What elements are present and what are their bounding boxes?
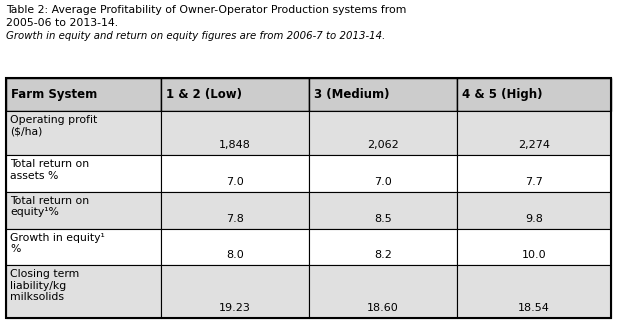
- Bar: [6, 265, 161, 318]
- Bar: [457, 192, 611, 229]
- Text: Farm System: Farm System: [11, 88, 97, 101]
- Text: 7.8: 7.8: [226, 214, 244, 224]
- Text: 8.5: 8.5: [374, 214, 392, 224]
- Bar: [161, 78, 309, 111]
- Text: 2,062: 2,062: [367, 140, 399, 150]
- Bar: [309, 265, 457, 318]
- Text: 1 & 2 (Low): 1 & 2 (Low): [166, 88, 242, 101]
- Bar: [161, 192, 309, 229]
- Text: 18.60: 18.60: [367, 303, 399, 313]
- Text: 3 (Medium): 3 (Medium): [314, 88, 389, 101]
- Bar: [6, 229, 161, 265]
- Text: 18.54: 18.54: [518, 303, 550, 313]
- Text: 7.0: 7.0: [226, 177, 244, 187]
- Bar: [161, 265, 309, 318]
- Bar: [161, 111, 309, 155]
- Bar: [309, 78, 457, 111]
- Bar: [457, 111, 611, 155]
- Text: Table 2: Average Profitability of Owner-Operator Production systems from: Table 2: Average Profitability of Owner-…: [6, 5, 407, 15]
- Text: 9.8: 9.8: [525, 214, 543, 224]
- Bar: [6, 192, 161, 229]
- Bar: [457, 265, 611, 318]
- Bar: [161, 229, 309, 265]
- Bar: [309, 192, 457, 229]
- Text: Closing term
liability/kg
milksolids: Closing term liability/kg milksolids: [10, 269, 79, 302]
- Text: 19.23: 19.23: [219, 303, 251, 313]
- Text: 7.0: 7.0: [374, 177, 392, 187]
- Bar: [309, 111, 457, 155]
- Text: 4 & 5 (High): 4 & 5 (High): [462, 88, 542, 101]
- Bar: [309, 229, 457, 265]
- Bar: [161, 155, 309, 192]
- Bar: [6, 111, 161, 155]
- Text: Growth in equity¹
%: Growth in equity¹ %: [10, 232, 105, 254]
- Bar: [457, 229, 611, 265]
- Text: Total return on
equity¹%: Total return on equity¹%: [10, 196, 89, 217]
- Text: Total return on
assets %: Total return on assets %: [10, 159, 89, 181]
- Text: Operating profit
($/ha): Operating profit ($/ha): [10, 114, 97, 136]
- Bar: [6, 78, 161, 111]
- Bar: [309, 155, 457, 192]
- Bar: [6, 78, 611, 318]
- Text: 8.0: 8.0: [226, 250, 244, 260]
- Bar: [457, 155, 611, 192]
- Text: 8.2: 8.2: [374, 250, 392, 260]
- Bar: [457, 78, 611, 111]
- Text: 2005-06 to 2013-14.: 2005-06 to 2013-14.: [6, 18, 118, 28]
- Text: 1,848: 1,848: [219, 140, 251, 150]
- Text: 2,274: 2,274: [518, 140, 550, 150]
- Text: Growth in equity and return on equity figures are from 2006-7 to 2013-14.: Growth in equity and return on equity fi…: [6, 31, 386, 41]
- Bar: [6, 155, 161, 192]
- Text: 7.7: 7.7: [525, 177, 543, 187]
- Text: 10.0: 10.0: [522, 250, 546, 260]
